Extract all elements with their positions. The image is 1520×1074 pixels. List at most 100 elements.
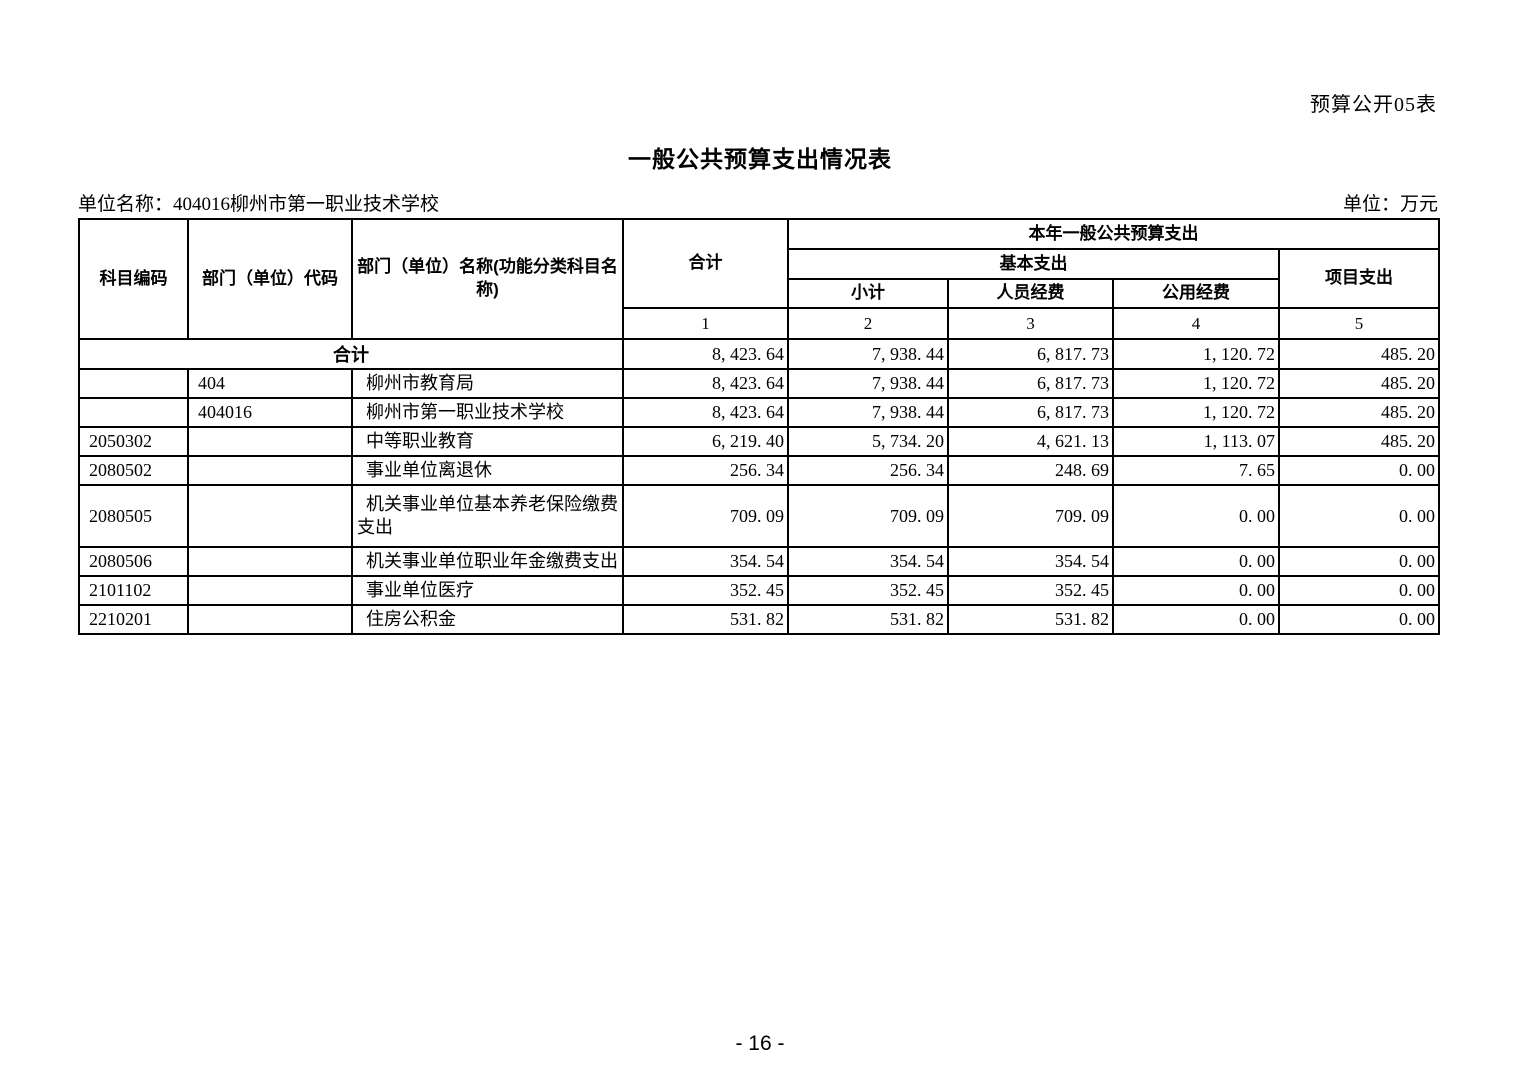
header-subtotal: 小计 [787,278,949,309]
value-cell: 256. 34 [787,455,949,486]
dept-name-cell: 柳州市教育局 [351,368,624,399]
value-cell: 485. 20 [1278,426,1440,457]
value-cell: 352. 45 [947,575,1114,606]
form-code: 预算公开05表 [1310,94,1437,116]
subject-code-cell [78,397,189,428]
dept-code-cell: 404 [187,368,353,399]
header-row-1: 科目编码 部门（单位）代码 部门（单位）名称(功能分类科目名称) 合计 本年一般… [78,218,1440,340]
value-cell: 0. 00 [1112,575,1280,606]
unit-name-label: 单位名称：404016柳州市第一职业技术学校 [78,194,440,215]
header-total: 合计 [622,218,789,309]
value-cell: 0. 00 [1278,484,1440,548]
subject-code-cell: 2050302 [78,426,189,457]
page-number: - 16 - [735,1032,785,1055]
value-cell: 485. 20 [1278,368,1440,399]
column-number: 2 [787,307,949,340]
header-subject-code: 科目编码 [78,218,189,340]
dept-code-cell [187,426,353,457]
dept-name-cell: 机关事业单位职业年金缴费支出 [351,546,624,577]
value-cell: 354. 54 [947,546,1114,577]
page-title: 一般公共预算支出情况表 [628,146,892,172]
value-cell: 0. 00 [1278,455,1440,486]
column-number: 3 [947,307,1114,340]
value-cell: 0. 00 [1112,604,1280,635]
value-cell: 0. 00 [1112,546,1280,577]
dept-code-cell [187,546,353,577]
table-row-total: 合计 8, 423. 64 7, 938. 44 6, 817. 73 1, 1… [78,338,1440,370]
subject-code-cell [78,368,189,399]
value-cell: 7, 938. 44 [787,338,949,370]
value-cell: 531. 82 [622,604,789,635]
table-row: 404 柳州市教育局 8, 423. 64 7, 938. 44 6, 817.… [78,368,1440,399]
table-row: 2080505 机关事业单位基本养老保险缴费支出 709. 09 709. 09… [78,484,1440,548]
dept-code-cell [187,575,353,606]
value-cell: 256. 34 [622,455,789,486]
header-personnel-funds: 人员经费 [947,278,1114,309]
dept-name-cell: 中等职业教育 [351,426,624,457]
header-dept-name: 部门（单位）名称(功能分类科目名称) [351,218,624,340]
dept-code-cell [187,484,353,548]
value-cell: 531. 82 [947,604,1114,635]
table-row: 2101102 事业单位医疗 352. 45 352. 45 352. 45 0… [78,575,1440,606]
value-cell: 5, 734. 20 [787,426,949,457]
header-row-2: 基本支出 项目支出 [79,248,1440,309]
value-cell: 352. 45 [787,575,949,606]
value-cell: 6, 817. 73 [947,338,1114,370]
value-cell: 6, 817. 73 [947,397,1114,428]
value-cell: 1, 120. 72 [1112,397,1280,428]
table-row: 2080506 机关事业单位职业年金缴费支出 354. 54 354. 54 3… [78,546,1440,577]
dept-code-cell: 404016 [187,397,353,428]
dept-name-cell: 住房公积金 [351,604,624,635]
table-row: 2080502 事业单位离退休 256. 34 256. 34 248. 69 … [78,455,1440,486]
table-row: 2050302 中等职业教育 6, 219. 40 5, 734. 20 4, … [78,426,1440,457]
subject-code-cell: 2080502 [78,455,189,486]
dept-code-cell [187,455,353,486]
value-cell: 1, 120. 72 [1112,338,1280,370]
header-basic-expenditure: 基本支出 [787,248,1280,280]
value-cell: 709. 09 [787,484,949,548]
value-cell: 709. 09 [622,484,789,548]
value-cell: 352. 45 [622,575,789,606]
value-cell: 8, 423. 64 [622,397,789,428]
value-cell: 1, 120. 72 [1112,368,1280,399]
value-cell: 354. 54 [622,546,789,577]
subject-code-cell: 2080506 [78,546,189,577]
header-dept-code: 部门（单位）代码 [187,218,353,340]
header-project-expenditure: 项目支出 [1278,248,1440,309]
value-cell: 248. 69 [947,455,1114,486]
header-current-year-budget: 本年一般公共预算支出 [787,218,1440,250]
subject-code-cell: 2210201 [78,604,189,635]
value-cell: 531. 82 [787,604,949,635]
value-cell: 0. 00 [1278,546,1440,577]
value-cell: 8, 423. 64 [622,338,789,370]
unit-of-measure-label: 单位：万元 [1342,194,1438,215]
table-row: 2210201 住房公积金 531. 82 531. 82 531. 82 0.… [78,604,1440,635]
dept-name-cell: 事业单位离退休 [351,455,624,486]
value-cell: 0. 00 [1278,604,1440,635]
header-row-3: 小计 人员经费 公用经费 [79,278,1439,309]
value-cell: 7, 938. 44 [787,368,949,399]
dept-name-cell: 机关事业单位基本养老保险缴费支出 [351,484,624,548]
value-cell: 4, 621. 13 [947,426,1114,457]
dept-name-cell: 柳州市第一职业技术学校 [351,397,624,428]
value-cell: 8, 423. 64 [622,368,789,399]
subject-code-cell: 2101102 [78,575,189,606]
dept-code-cell [187,604,353,635]
dept-name-cell: 事业单位医疗 [351,575,624,606]
value-cell: 709. 09 [947,484,1114,548]
value-cell: 7, 938. 44 [787,397,949,428]
value-cell: 1, 113. 07 [1112,426,1280,457]
header-row-numbers: 1 2 3 4 5 [79,307,1440,340]
value-cell: 6, 817. 73 [947,368,1114,399]
value-cell: 354. 54 [787,546,949,577]
table-row: 404016 柳州市第一职业技术学校 8, 423. 64 7, 938. 44… [78,397,1440,428]
total-row-label: 合计 [78,338,624,370]
value-cell: 0. 00 [1112,484,1280,548]
value-cell: 0. 00 [1278,575,1440,606]
value-cell: 7. 65 [1112,455,1280,486]
meta-row: 单位名称：404016柳州市第一职业技术学校 单位：万元 [78,189,1438,216]
subject-code-cell: 2080505 [78,484,189,548]
value-cell: 485. 20 [1278,397,1440,428]
column-number: 4 [1112,307,1280,340]
